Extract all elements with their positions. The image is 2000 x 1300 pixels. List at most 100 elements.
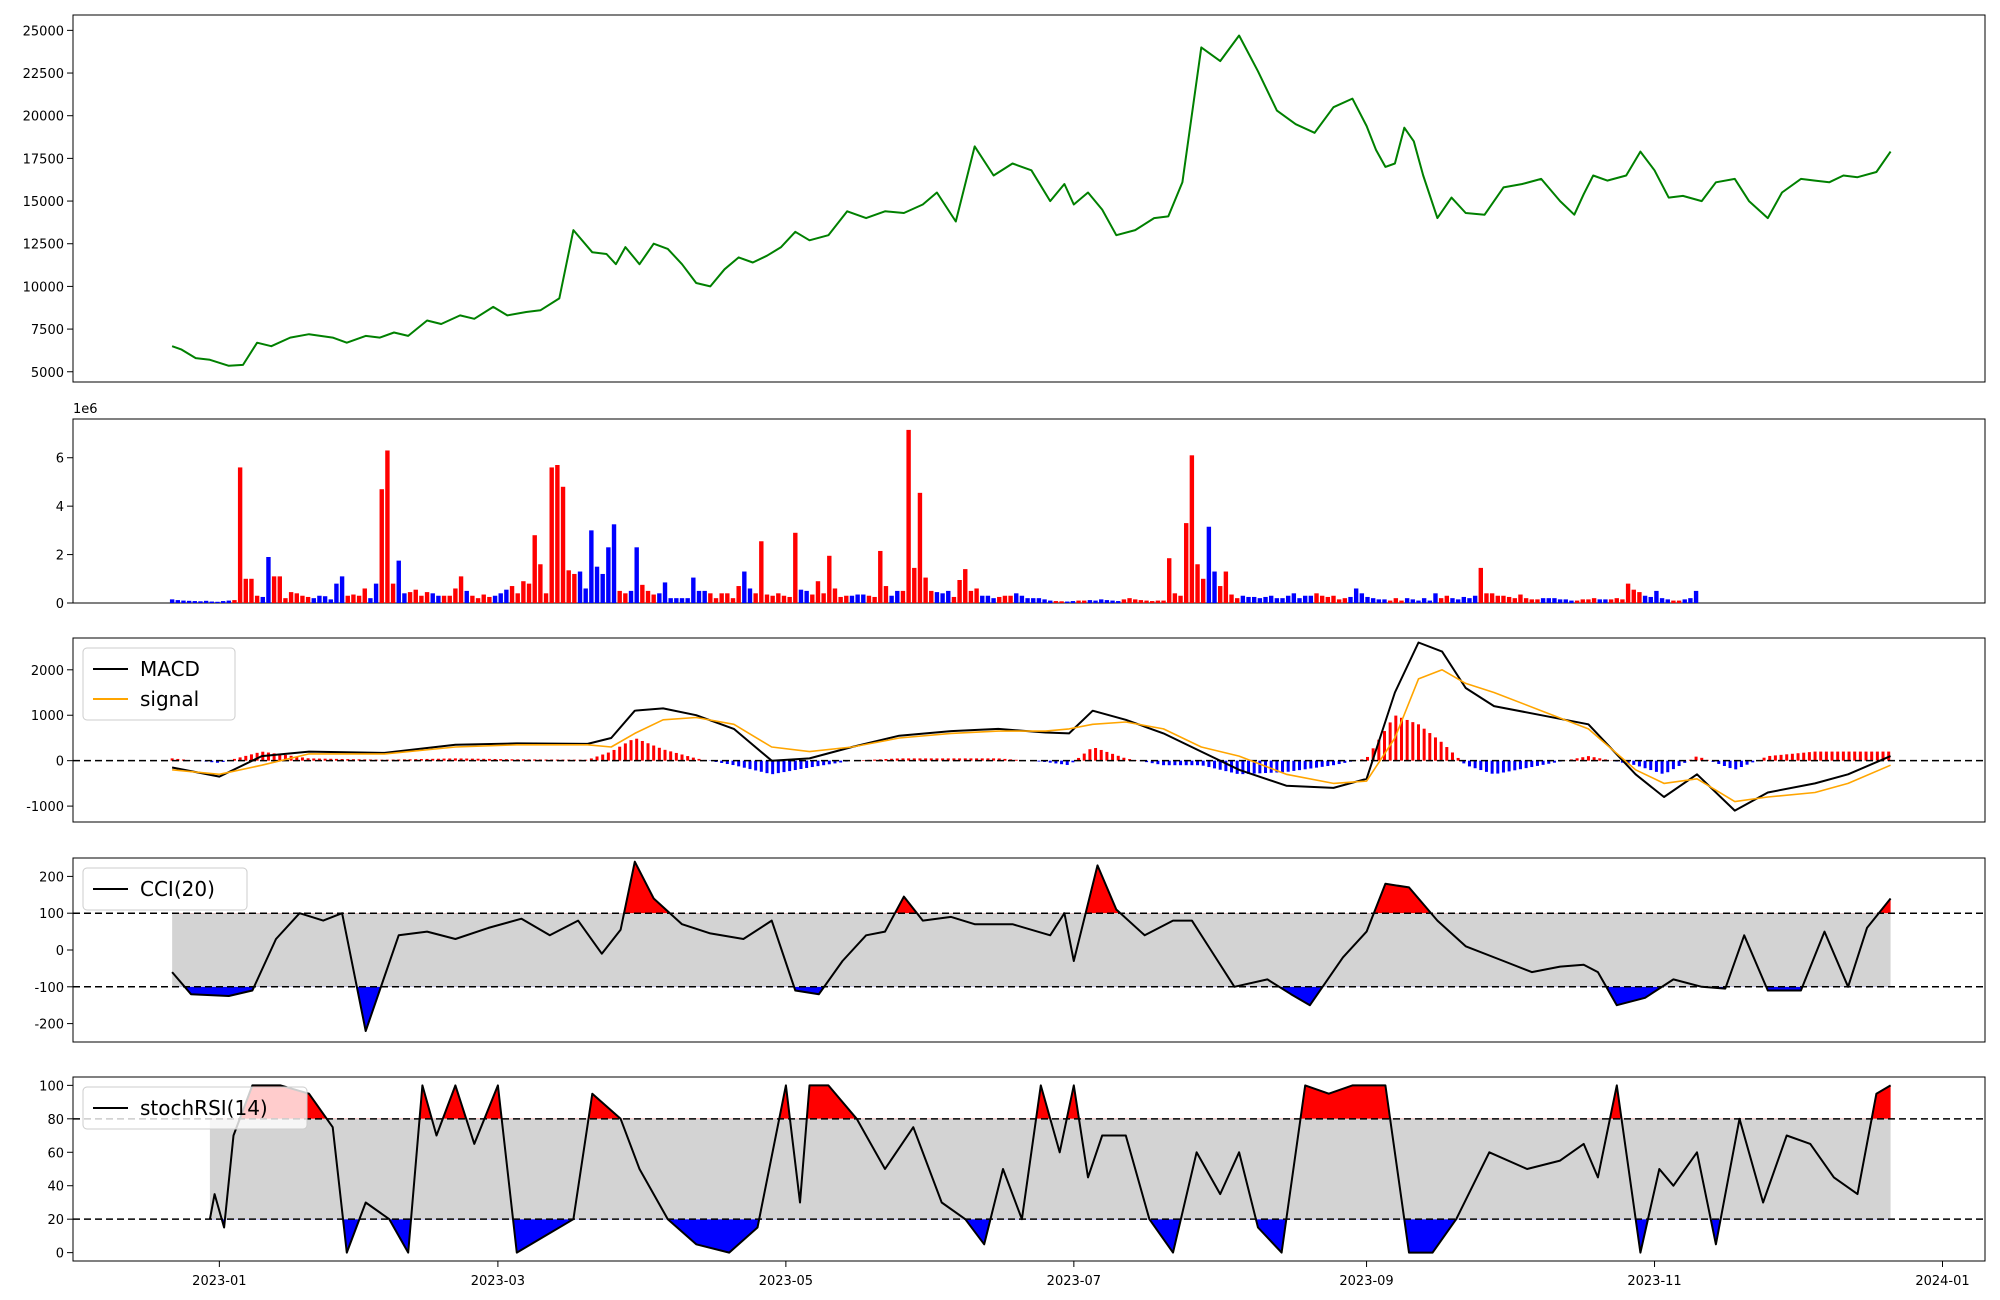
cci-line [171,860,1892,1032]
macd-hist-bar [725,760,729,765]
y-tick-label: 4 [56,500,64,515]
volume-bar [1280,598,1285,603]
macd-hist-bar [1745,760,1749,765]
macd-hist-bar [1847,751,1851,761]
macd-hist-bar [663,749,667,761]
volume-bar [1167,558,1172,603]
volume-bar [810,594,815,603]
volume-bar [1155,600,1161,603]
macd-hist-bar [652,745,656,761]
volume-bar [271,576,277,603]
volume-bar [209,601,214,603]
macd-hist-bar [1184,760,1188,766]
macd-hist-bar [1235,760,1239,774]
volume-bar [277,576,282,603]
macd-hist-bar [1377,739,1381,761]
macd-hist-bar [1173,760,1177,766]
macd-hist-bar [266,752,270,761]
volume-bar [1025,598,1030,603]
macd-hist-bar [295,756,299,761]
y-tick-label: 80 [47,1113,64,1128]
legend-box [82,1086,308,1130]
macd-hist-bar [1875,751,1879,761]
macd-hist-bar [1654,760,1658,772]
macd-hist-bar [861,760,865,761]
volume-bar [696,590,702,603]
macd-hist-bar [986,758,990,761]
macd-hist-bar [890,758,894,761]
macd-hist-bar [958,758,962,761]
macd-hist-bar [482,758,486,761]
volume-bar [1053,601,1059,603]
macd-hist-bar [1773,755,1777,761]
volume-bar [413,589,418,603]
volume-bar [878,550,883,603]
macd-hist-bar [1496,760,1500,774]
volume-bar [1569,600,1574,603]
volume-bar [668,598,673,603]
neutral-band [209,1118,1891,1220]
volume-bar [254,595,260,603]
macd-hist-bar [215,760,219,763]
macd-hist-bar [1269,760,1273,773]
volume-bar [492,595,498,603]
volume-bar [1150,601,1155,603]
volume-bar [1070,601,1076,603]
volume-bar [1019,595,1025,603]
macd-hist-bar [827,760,831,765]
macd-hist-bar [1218,760,1222,770]
volume-bar [1438,598,1444,603]
volume-bar [1472,595,1478,603]
volume-bar [1557,599,1563,603]
macd-hist-bar [1286,760,1290,772]
macd-hist-bar [1303,760,1307,770]
volume-bar [1614,598,1619,603]
volume-bar [424,592,430,603]
macd-hist-bar [1411,722,1415,761]
volume-bar [1127,598,1132,603]
volume-bar [606,547,611,603]
macd-hist-bar [606,752,610,761]
volume-bar [543,593,549,603]
volume-bar [1518,594,1523,603]
macd-hist-bar [691,757,695,761]
macd-hist-bar [278,754,282,761]
macd-hist-bar [1518,760,1522,770]
volume-bar [1178,595,1183,603]
macd-hist-bar [334,758,338,761]
macd-hist-bar [1722,760,1726,767]
volume-bar [1184,523,1189,603]
volume-bar [963,569,968,603]
volume-bar [1104,600,1110,603]
volume-bar [1285,595,1291,603]
y-tick-label: 100 [39,907,64,922]
macd-hist-bar [1094,748,1098,761]
macd-hist-bar [1433,737,1437,761]
macd-hist-bar [1592,757,1596,761]
macd-hist-bar [833,760,837,764]
volume-bar [1048,600,1053,603]
volume-bar [787,596,792,603]
volume-bar [430,593,435,603]
macd-hist-bar [1598,758,1602,761]
volume-bar [645,590,651,603]
macd-hist-bar [1700,757,1704,761]
macd-hist-bar [1343,760,1347,763]
macd-hist-bar [1739,760,1743,768]
volume-bar [849,595,855,603]
volume-bar [985,595,991,603]
macd-hist-bar [816,760,820,767]
y-tick-label: 22500 [23,67,64,82]
macd-hist-bar [1779,754,1783,761]
macd-hist-bar [1881,751,1885,761]
volume-bar [1195,564,1200,603]
macd-hist-bar [1836,751,1840,761]
volume-bar [385,450,390,603]
volume-bar [1631,589,1636,603]
macd-hist-bar [1637,760,1641,767]
volume-bar [583,588,588,603]
volume-bar [345,595,350,603]
volume-bar [1342,598,1348,603]
macd-hist-bar [1490,760,1494,774]
